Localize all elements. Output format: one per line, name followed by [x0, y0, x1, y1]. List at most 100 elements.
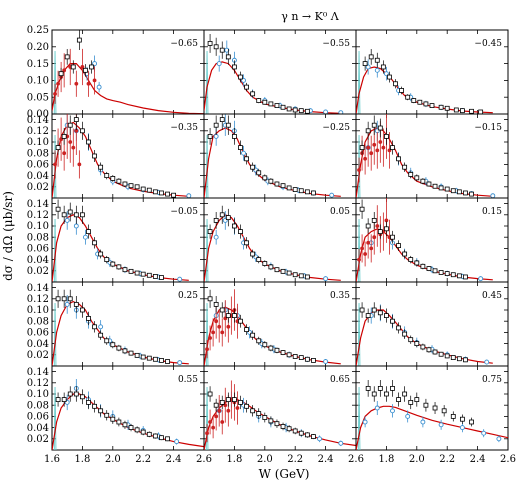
black-point	[225, 122, 231, 128]
black-point	[122, 267, 128, 273]
black-point	[171, 192, 177, 198]
red-point	[217, 324, 222, 329]
black-point	[390, 234, 395, 240]
black-point	[250, 251, 256, 257]
model-curve	[356, 228, 493, 282]
blue-point	[338, 440, 344, 446]
red-point	[369, 246, 374, 251]
red-point	[74, 81, 79, 86]
black-point	[146, 187, 152, 193]
black-point	[280, 350, 286, 355]
panel-plot	[204, 205, 341, 282]
black-point	[408, 257, 414, 263]
black-point	[463, 274, 468, 280]
black-point	[250, 91, 256, 97]
red-point	[357, 168, 361, 172]
black-point	[256, 411, 262, 417]
x-tick-label: 2.0	[105, 454, 121, 465]
black-point	[444, 105, 450, 111]
blue-point	[241, 150, 246, 156]
blue-point	[390, 408, 395, 414]
black-point	[459, 108, 465, 114]
black-point	[61, 296, 67, 302]
black-point	[387, 74, 392, 80]
black-point	[140, 186, 146, 192]
red-point	[92, 78, 97, 83]
black-point	[256, 257, 262, 263]
y-tick-label: 0.10	[27, 305, 49, 316]
black-point	[408, 399, 414, 405]
black-point	[134, 427, 140, 433]
black-point	[238, 318, 243, 324]
black-point	[393, 81, 398, 87]
y-tick-label: 0.04	[27, 423, 49, 434]
panel: 0.020.040.060.080.100.120.14 1.6 1.8 2.0 2.2…	[27, 365, 212, 465]
black-point	[159, 190, 164, 196]
black-point	[256, 338, 262, 344]
black-point	[122, 348, 128, 354]
red-point	[378, 140, 383, 144]
black-point	[423, 402, 429, 408]
black-point	[423, 101, 429, 107]
x-tick-label: 2.2	[439, 454, 455, 465]
black-point	[55, 296, 61, 302]
black-point	[55, 206, 61, 212]
black-point	[231, 133, 237, 139]
blue-point	[329, 192, 335, 198]
black-point	[86, 399, 91, 405]
panel: 0.05	[203, 197, 357, 283]
black-point	[459, 416, 465, 422]
x-tick-label: 2.6	[348, 454, 364, 465]
black-point	[73, 301, 79, 307]
y-tick-label: 0.10	[27, 137, 49, 148]
panel: 0.35	[203, 281, 357, 367]
black-point	[134, 270, 140, 276]
red-point	[205, 347, 209, 352]
blue-point	[362, 419, 368, 425]
black-point	[280, 183, 286, 189]
red-point	[77, 162, 82, 167]
red-point	[369, 151, 374, 156]
y-tick-label: 0.08	[27, 232, 49, 243]
panel-plot	[356, 380, 508, 450]
panel-label: −0.35	[170, 123, 198, 133]
red-point	[208, 336, 212, 340]
red-point	[53, 162, 57, 167]
y-tick-label: 0.06	[27, 160, 49, 171]
black-point	[244, 84, 249, 90]
black-point	[55, 397, 61, 403]
black-point	[402, 164, 408, 170]
black-point	[92, 153, 97, 159]
black-point	[426, 266, 432, 271]
x-tick-label: 1.8	[226, 454, 242, 465]
black-point	[80, 128, 85, 134]
panel: 0.15	[355, 197, 509, 283]
black-point	[456, 356, 462, 362]
black-point	[110, 342, 116, 348]
panel-frame	[355, 365, 509, 451]
black-point	[371, 122, 377, 128]
panel-plot	[52, 30, 204, 114]
black-point	[207, 391, 213, 397]
red-point	[214, 414, 219, 419]
y-tick-label: 0.12	[27, 378, 49, 389]
black-point	[165, 359, 170, 364]
black-point	[134, 352, 140, 358]
y-tick-label: 0.00	[27, 109, 49, 120]
y-tick-label: 0.06	[27, 412, 49, 423]
black-point	[432, 268, 438, 274]
black-point	[225, 54, 231, 60]
black-point	[250, 408, 256, 414]
x-tick-label: 2.0	[409, 454, 425, 465]
y-tick-label: 0.20	[27, 42, 49, 53]
red-point	[363, 156, 368, 161]
black-point	[67, 209, 73, 215]
black-point	[359, 307, 365, 313]
black-point	[441, 408, 447, 414]
black-point	[61, 397, 67, 403]
panel-label: 0.15	[482, 207, 502, 217]
y-tick-label: 0.02	[27, 350, 49, 361]
red-point	[226, 408, 231, 413]
y-tick-label: 0.04	[27, 339, 49, 350]
black-point	[274, 347, 280, 353]
